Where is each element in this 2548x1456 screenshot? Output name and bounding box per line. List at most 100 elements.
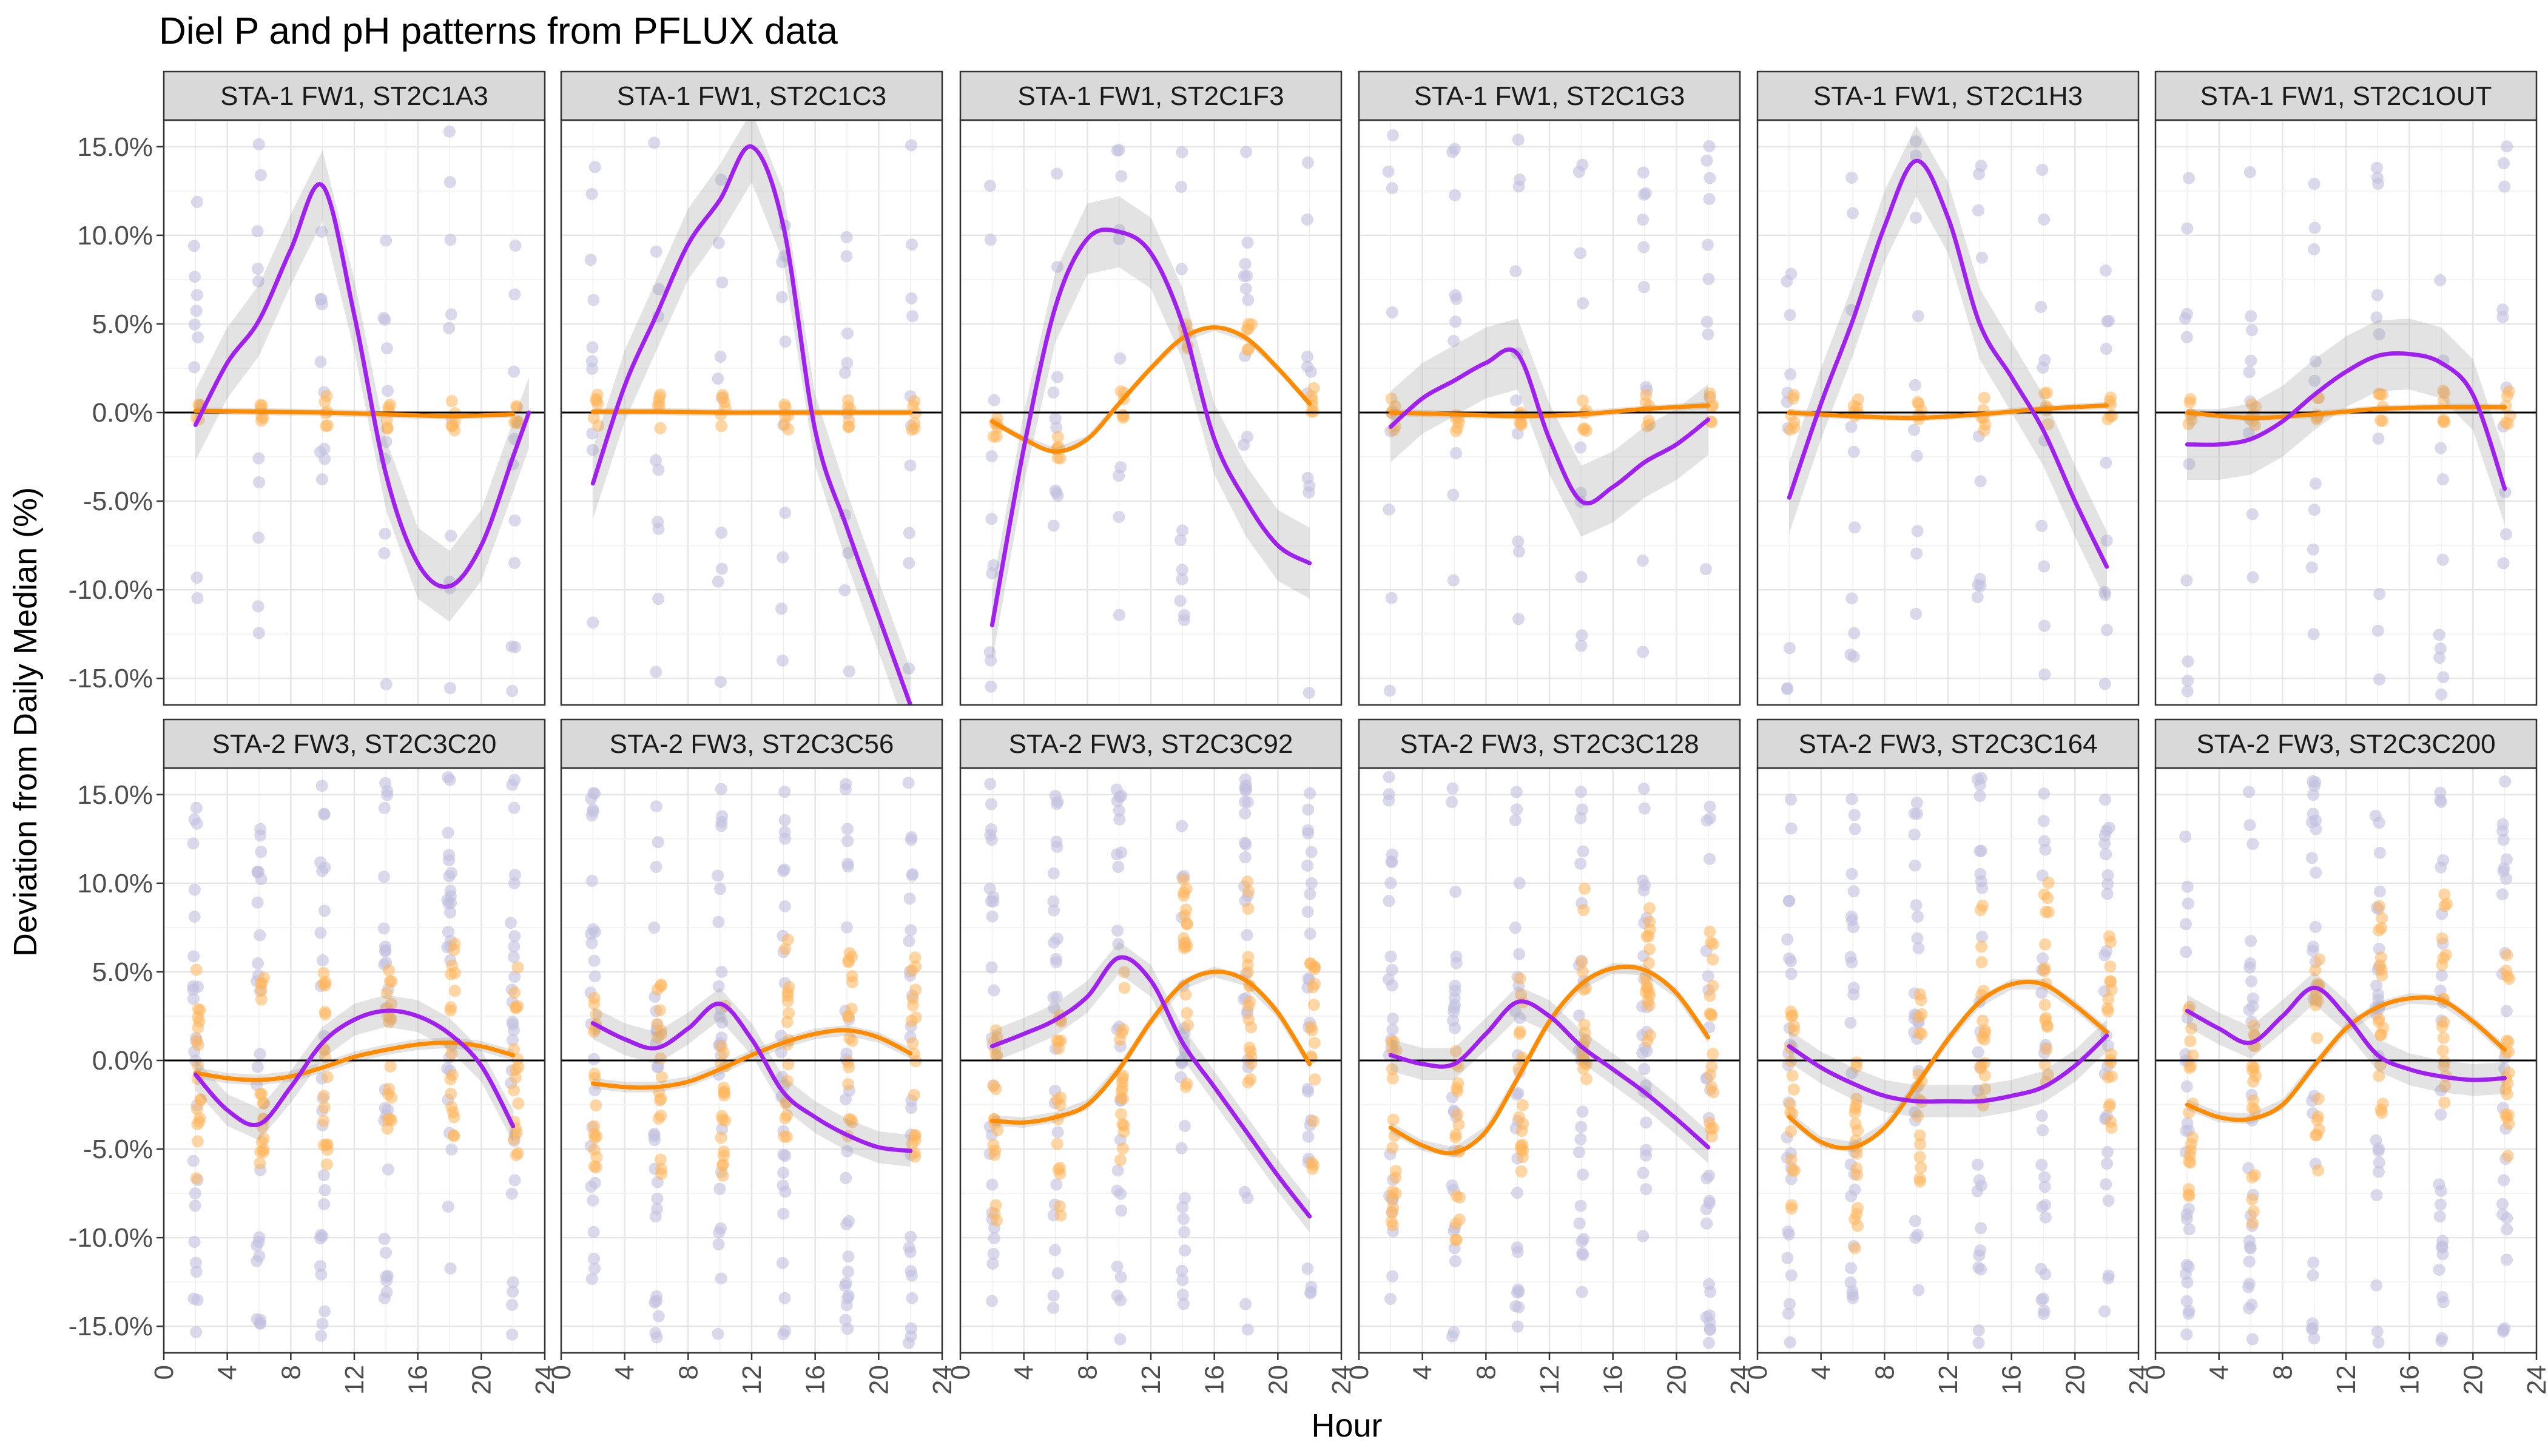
p-observation-point xyxy=(2373,885,2386,898)
p-observation-point xyxy=(714,1222,727,1235)
ph-observation-point xyxy=(989,1049,1002,1062)
ph-observation-point xyxy=(989,1083,1002,1096)
p-observation-point xyxy=(1640,1149,1653,1162)
p-observation-point xyxy=(506,685,519,698)
ph-observation-point xyxy=(2186,1131,2199,1144)
p-observation-point xyxy=(1700,315,1713,328)
p-observation-point xyxy=(1574,1199,1587,1212)
ph-observation-point xyxy=(2436,959,2449,971)
p-observation-point xyxy=(1051,932,1063,945)
p-observation-point xyxy=(906,238,918,251)
ph-observation-point xyxy=(2183,396,2196,409)
ph-observation-point xyxy=(592,419,605,432)
p-observation-point xyxy=(1386,963,1398,976)
p-observation-point xyxy=(585,187,598,200)
ph-observation-point xyxy=(1452,1118,1465,1131)
ph-observation-point xyxy=(1643,902,1656,915)
p-observation-point xyxy=(506,1328,519,1341)
ph-observation-point xyxy=(1642,957,1655,969)
facet-strip-label: STA-1 FW1, ST2C1G3 xyxy=(1414,81,1685,111)
p-observation-point xyxy=(714,675,727,688)
p-observation-point xyxy=(1909,859,1921,872)
ph-observation-point xyxy=(2246,1171,2259,1184)
ph-observation-point xyxy=(255,1088,268,1100)
ph-observation-point xyxy=(2376,969,2388,982)
p-observation-point xyxy=(986,910,999,923)
p-observation-point xyxy=(2180,1080,2193,1093)
x-tick-label: 24 xyxy=(2124,1365,2154,1395)
p-observation-point xyxy=(2101,315,2114,328)
p-observation-point xyxy=(1845,171,1858,184)
plot-area xyxy=(1758,125,2138,696)
ph-observation-point xyxy=(1975,940,1988,953)
p-observation-point xyxy=(777,1207,790,1220)
ph-observation-point xyxy=(1787,1083,1800,1096)
ph-observation-point xyxy=(1577,423,1589,436)
p-observation-point xyxy=(2307,543,2320,556)
p-observation-point xyxy=(443,774,456,786)
p-observation-point xyxy=(584,254,597,266)
ph-observation-point xyxy=(191,1118,204,1131)
p-observation-point xyxy=(586,341,599,354)
p-observation-point xyxy=(1577,1168,1589,1181)
ph-observation-point xyxy=(781,934,794,946)
p-observation-point xyxy=(2035,1158,2048,1171)
p-observation-point xyxy=(1511,1187,1524,1199)
ph-observation-point xyxy=(1450,1190,1463,1202)
p-observation-point xyxy=(2499,486,2512,499)
p-observation-point xyxy=(1512,535,1525,548)
p-observation-point xyxy=(1241,929,1253,942)
p-observation-point xyxy=(2437,854,2450,866)
p-observation-point xyxy=(2100,534,2113,547)
p-observation-point xyxy=(1047,1289,1060,1302)
p-observation-point xyxy=(188,883,201,896)
p-observation-point xyxy=(2179,1267,2192,1280)
p-observation-point xyxy=(840,231,853,243)
facet-panel: STA-2 FW3, ST2C3C20 -15.0% -10.0% -5.0% 0.0%… xyxy=(69,718,560,1395)
p-observation-point xyxy=(712,1238,725,1251)
p-observation-point xyxy=(1908,828,1921,841)
ph-observation-point xyxy=(1242,902,1255,915)
p-observation-point xyxy=(378,801,391,814)
ph-observation-point xyxy=(2186,1049,2199,1062)
p-observation-point xyxy=(776,1256,789,1269)
p-observation-point xyxy=(905,1265,917,1278)
ph-observation-point xyxy=(1786,1164,1799,1177)
ph-observation-point xyxy=(445,395,458,408)
p-confidence-band xyxy=(992,942,1310,1233)
p-observation-point xyxy=(2433,1263,2445,1276)
p-observation-point xyxy=(1909,1232,1922,1244)
ph-observation-point xyxy=(321,1144,334,1156)
p-observation-point xyxy=(317,1169,330,1182)
ph-observation-point xyxy=(1707,1086,1719,1099)
p-observation-point xyxy=(1637,645,1650,658)
p-observation-point xyxy=(2436,473,2449,486)
p-observation-point xyxy=(588,1262,601,1275)
ph-observation-point xyxy=(1913,1172,1926,1185)
p-observation-point xyxy=(1974,475,1987,488)
p-observation-point xyxy=(1849,1183,1861,1196)
p-observation-point xyxy=(1382,165,1395,178)
ph-observation-point xyxy=(781,1074,794,1087)
ph-observation-point xyxy=(2438,888,2451,901)
y-tick-label: -10.0% xyxy=(69,575,153,605)
p-observation-point xyxy=(379,777,392,789)
ph-observation-point xyxy=(448,1130,460,1142)
p-observation-point xyxy=(187,1154,200,1167)
p-observation-point xyxy=(1574,247,1586,260)
ph-observation-point xyxy=(1784,423,1796,436)
p-observation-point xyxy=(316,954,329,967)
p-observation-point xyxy=(1512,1087,1525,1099)
p-observation-point xyxy=(188,813,201,826)
p-observation-point xyxy=(906,869,918,882)
p-observation-point xyxy=(2035,1110,2048,1122)
p-smooth-line xyxy=(989,955,1312,1219)
p-observation-point xyxy=(2496,303,2509,316)
p-observation-point xyxy=(1972,1046,1984,1059)
ph-observation-point xyxy=(1389,1171,1402,1184)
ph-observation-point xyxy=(448,937,461,950)
p-observation-point xyxy=(2308,1332,2320,1345)
p-observation-point xyxy=(2037,815,2050,827)
p-observation-point xyxy=(777,1167,790,1179)
ph-observation-point xyxy=(2309,964,2322,977)
